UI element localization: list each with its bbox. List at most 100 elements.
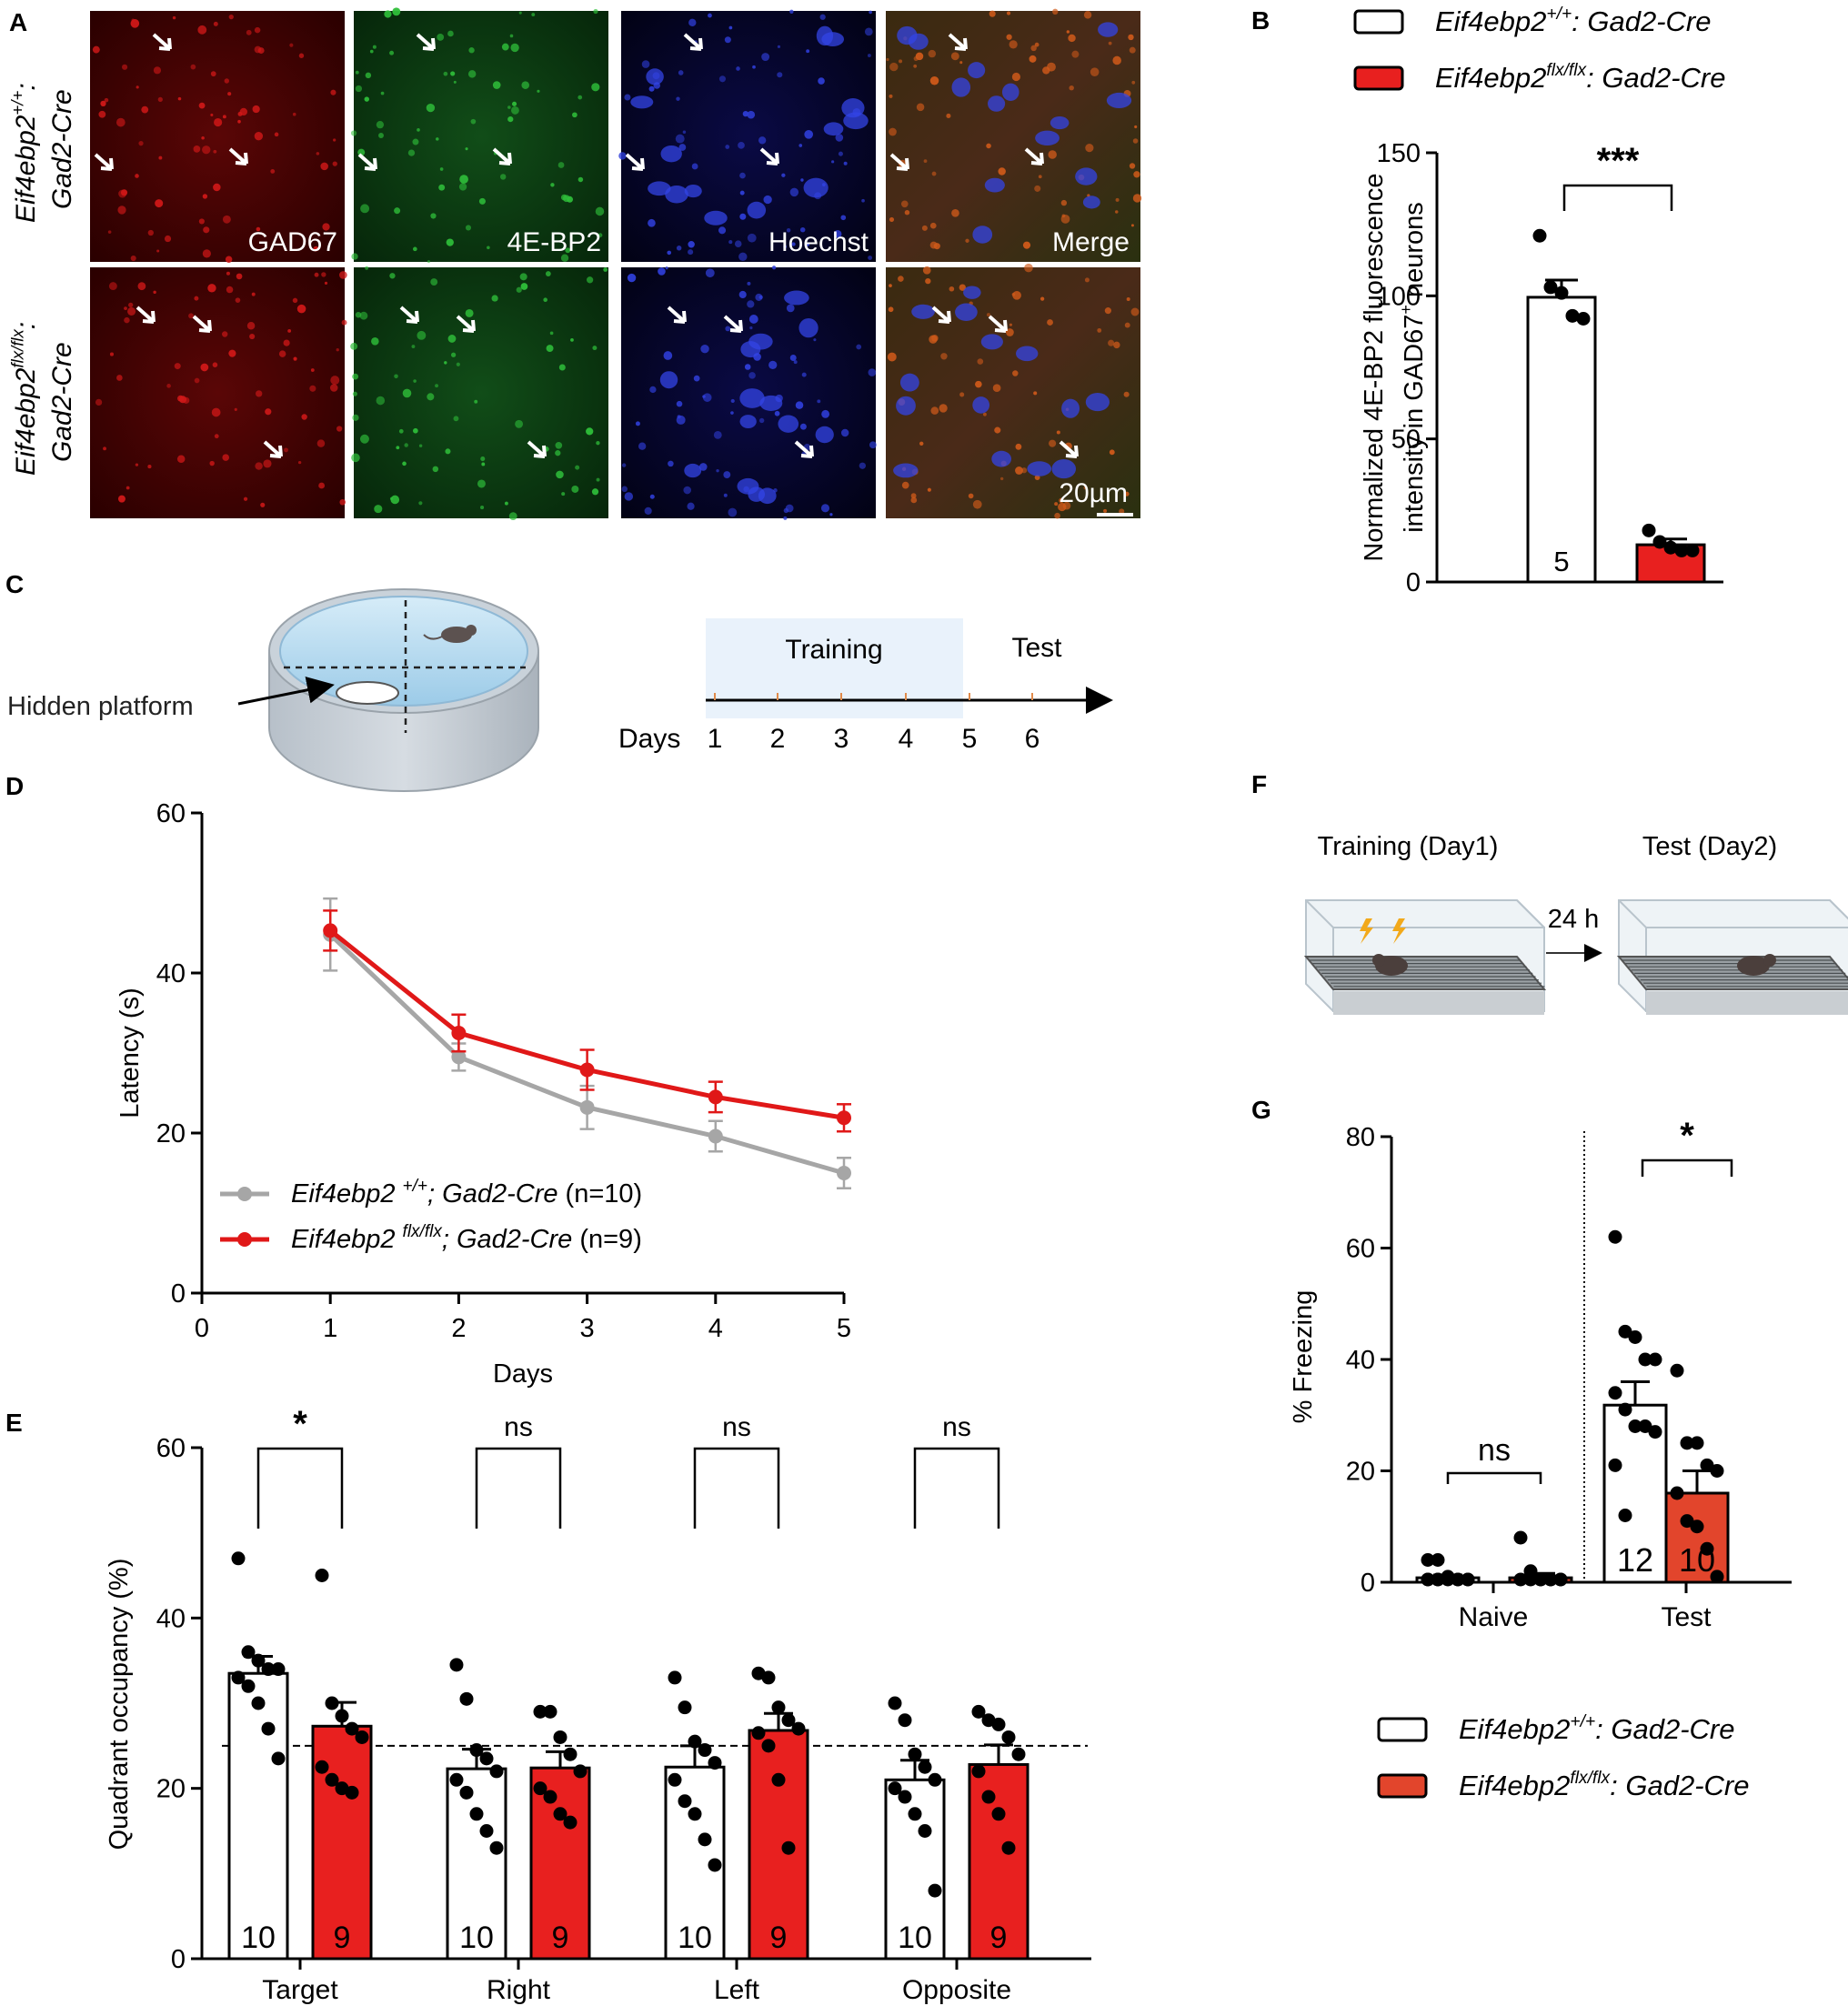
nucleus bbox=[758, 487, 777, 505]
micrograph-speck bbox=[687, 502, 695, 510]
micrograph-speck bbox=[843, 161, 848, 165]
micrograph-speck bbox=[135, 174, 139, 178]
e-n-label: 10 bbox=[459, 1921, 494, 1955]
arrow-marker bbox=[794, 440, 814, 458]
e-point bbox=[781, 1840, 796, 1855]
e-point bbox=[271, 1751, 286, 1766]
micrograph-speck bbox=[723, 471, 731, 478]
training-timeline: Training Test Days 1 2 3 4 5 6 bbox=[618, 618, 1113, 754]
nucleus bbox=[737, 477, 759, 495]
micrograph-speck bbox=[316, 439, 326, 447]
nucleus bbox=[1027, 461, 1052, 476]
arrow-marker bbox=[136, 306, 156, 324]
micrograph-speck bbox=[396, 446, 400, 450]
micrograph-speck bbox=[127, 306, 136, 316]
micrograph-speck bbox=[929, 75, 939, 85]
micrograph-speck bbox=[806, 243, 810, 246]
micrograph-speck bbox=[108, 282, 117, 291]
b-point bbox=[1652, 535, 1667, 549]
mouse-head-icon bbox=[1763, 954, 1776, 967]
micrograph-speck bbox=[624, 94, 631, 101]
micrograph-speck bbox=[453, 80, 457, 84]
micrograph-speck bbox=[789, 187, 799, 197]
legend-g-label-2: Eif4ebp2flx/flx: Gad2-Cre bbox=[1459, 1769, 1749, 1801]
micrograph-speck bbox=[190, 64, 196, 70]
g-significance-test bbox=[1641, 1158, 1733, 1177]
micrograph-speck bbox=[116, 117, 126, 127]
b-y-label-sup: + bbox=[1397, 305, 1415, 315]
micrograph-speck bbox=[994, 426, 1001, 434]
d-x-tick-label: 3 bbox=[580, 1314, 595, 1343]
nucleus bbox=[803, 177, 829, 198]
micrograph-speck bbox=[728, 507, 738, 517]
d-x-tick-label: 2 bbox=[451, 1314, 466, 1343]
micrograph-speck bbox=[603, 267, 608, 272]
row-label-2-line1-rest: : bbox=[11, 322, 41, 329]
micrograph-speck bbox=[389, 50, 395, 55]
micrograph-speck bbox=[977, 358, 984, 365]
e-point bbox=[315, 1569, 329, 1582]
e-point bbox=[708, 1858, 722, 1872]
e-point bbox=[688, 1734, 702, 1749]
micrograph-speck bbox=[445, 448, 451, 455]
d-legend-gene: Eif4ebp2 bbox=[291, 1225, 403, 1254]
micrograph-speck bbox=[109, 352, 115, 356]
micrograph-speck bbox=[336, 348, 339, 352]
micrograph-speck bbox=[480, 506, 485, 510]
micrograph-speck bbox=[389, 496, 394, 501]
micrograph-speck bbox=[1103, 508, 1108, 513]
legend-g-label-1-gene: Eif4ebp2 bbox=[1459, 1713, 1570, 1745]
e-significance-opposite bbox=[913, 1447, 1000, 1529]
micrograph-speck bbox=[560, 254, 569, 262]
micrograph-speck bbox=[793, 360, 798, 365]
micrograph-speck bbox=[402, 388, 412, 398]
micrograph-speck bbox=[316, 152, 320, 155]
channel-label-1: GAD67 bbox=[248, 227, 337, 257]
micrograph-speck bbox=[491, 295, 498, 302]
micrograph-speck bbox=[768, 360, 778, 370]
micrograph-speck bbox=[1061, 214, 1066, 218]
e-bar-right-1 bbox=[446, 1767, 507, 1961]
e-point bbox=[991, 1807, 1006, 1821]
micrograph-speck bbox=[212, 362, 218, 367]
micrograph-speck bbox=[98, 110, 106, 118]
micrograph-speck bbox=[621, 486, 628, 493]
e-point bbox=[355, 1730, 369, 1744]
row-label-1-line1-gene: Eif4ebp2 bbox=[11, 115, 41, 223]
shock-bolt-icon bbox=[1360, 918, 1373, 944]
nucleus bbox=[659, 371, 678, 389]
e-bar-opposite-2 bbox=[968, 1762, 1029, 1961]
shock-bolt-icon bbox=[1392, 918, 1406, 944]
b-point bbox=[1554, 286, 1569, 300]
micrograph-speck bbox=[798, 144, 803, 147]
micrograph-speck bbox=[394, 374, 398, 379]
g-point bbox=[1638, 1352, 1652, 1367]
micrograph-speck bbox=[235, 297, 241, 303]
e-point bbox=[771, 1700, 786, 1715]
micrograph-speck bbox=[730, 411, 734, 415]
d-legend-sup: +/+ bbox=[403, 1177, 427, 1196]
conditioning-chamber-test bbox=[1616, 899, 1848, 1015]
micrograph-speck bbox=[968, 493, 974, 499]
micrograph-speck bbox=[194, 296, 199, 301]
nucleus bbox=[684, 463, 702, 478]
pool-water bbox=[279, 596, 528, 707]
micrograph-speck bbox=[1015, 466, 1023, 475]
micrograph-speck bbox=[806, 49, 810, 54]
micrograph-speck bbox=[1084, 277, 1090, 283]
micrograph-speck bbox=[887, 352, 897, 362]
micrograph-speck bbox=[578, 95, 583, 100]
micrograph-speck bbox=[234, 407, 237, 411]
micrograph-speck bbox=[791, 242, 796, 246]
micrograph-speck bbox=[702, 393, 712, 402]
mouse-icon bbox=[1737, 956, 1770, 976]
g-point bbox=[1608, 1458, 1622, 1472]
micrograph-speck bbox=[509, 34, 514, 38]
micrograph-speck bbox=[1060, 199, 1068, 206]
micrograph-speck bbox=[992, 384, 1001, 393]
e-point bbox=[761, 1739, 776, 1753]
micrograph-speck bbox=[207, 284, 216, 293]
micrograph-speck bbox=[708, 13, 712, 18]
micrograph-speck bbox=[1068, 34, 1076, 43]
micrograph-speck bbox=[1038, 175, 1042, 179]
